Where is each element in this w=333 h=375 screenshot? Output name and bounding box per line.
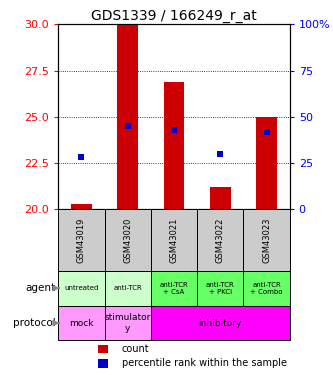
Bar bbox=[98, 345, 108, 353]
Bar bbox=[151, 209, 197, 271]
Bar bbox=[151, 271, 197, 306]
Bar bbox=[58, 306, 105, 340]
Text: protocol: protocol bbox=[13, 318, 56, 328]
Bar bbox=[105, 209, 151, 271]
Text: mock: mock bbox=[69, 318, 94, 327]
Bar bbox=[58, 271, 105, 306]
Bar bbox=[197, 209, 243, 271]
Bar bbox=[197, 271, 243, 306]
Bar bbox=[71, 204, 92, 209]
Text: GSM43022: GSM43022 bbox=[216, 217, 225, 262]
Text: anti-TCR
+ CsA: anti-TCR + CsA bbox=[160, 282, 188, 295]
Text: stimulator
y: stimulator y bbox=[105, 314, 151, 333]
Text: anti-TCR: anti-TCR bbox=[113, 285, 142, 291]
Bar bbox=[256, 117, 277, 209]
Text: GSM43021: GSM43021 bbox=[169, 217, 178, 262]
Text: GSM43019: GSM43019 bbox=[77, 217, 86, 262]
Text: anti-TCR
+ PKCi: anti-TCR + PKCi bbox=[206, 282, 235, 295]
Text: inhibitory: inhibitory bbox=[198, 318, 242, 327]
Text: percentile rank within the sample: percentile rank within the sample bbox=[122, 358, 287, 368]
Text: anti-TCR
+ Combo: anti-TCR + Combo bbox=[250, 282, 283, 295]
Bar bbox=[243, 271, 290, 306]
Bar bbox=[210, 187, 231, 209]
Text: GSM43020: GSM43020 bbox=[123, 217, 132, 262]
Text: GSM43023: GSM43023 bbox=[262, 217, 271, 262]
Bar bbox=[164, 82, 184, 209]
Text: untreated: untreated bbox=[64, 285, 99, 291]
Bar bbox=[243, 209, 290, 271]
Bar bbox=[98, 359, 108, 368]
Bar bbox=[151, 306, 290, 340]
Text: agent: agent bbox=[26, 283, 56, 293]
Bar bbox=[117, 24, 138, 209]
Bar bbox=[105, 271, 151, 306]
Title: GDS1339 / 166249_r_at: GDS1339 / 166249_r_at bbox=[91, 9, 257, 23]
Text: count: count bbox=[122, 344, 150, 354]
Bar bbox=[105, 306, 151, 340]
Bar bbox=[58, 209, 105, 271]
